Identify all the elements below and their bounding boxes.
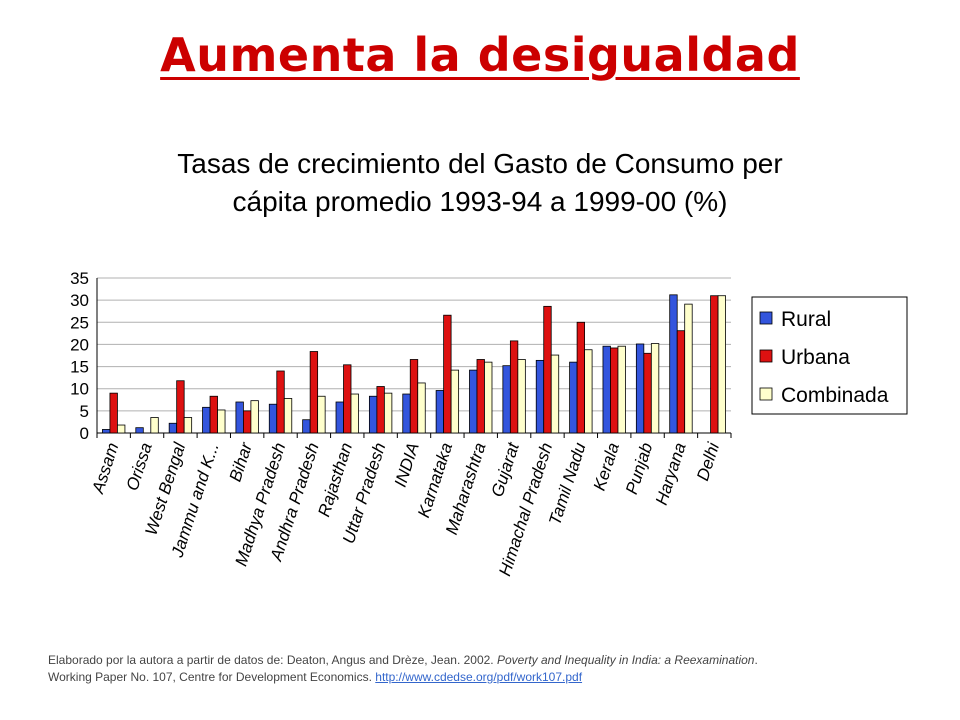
bar-urbana: [710, 295, 719, 434]
x-tick-label: Assam: [88, 440, 122, 496]
legend-swatch-combinada: [759, 387, 773, 401]
legend-swatch-urbana: [759, 349, 773, 363]
bar-rural: [302, 419, 311, 434]
bar-rural: [535, 359, 545, 434]
source-text-2: Working Paper No. 107, Centre for Develo…: [48, 670, 376, 684]
bar-combinada: [484, 361, 493, 434]
bar-urbana: [676, 330, 686, 434]
bar-combinada: [383, 392, 393, 434]
bar-rural: [368, 395, 378, 434]
bar-rural: [235, 401, 244, 434]
bar-rural: [102, 429, 111, 434]
y-tick-label: 25: [70, 313, 89, 332]
bar-combinada: [450, 369, 460, 434]
bar-urbana: [309, 351, 319, 434]
source-link[interactable]: http://www.cdedse.org/pdf/work107.pdf: [375, 670, 583, 684]
bar-rural: [635, 343, 645, 434]
x-tick-label: Orissa: [123, 440, 156, 493]
bar-rural: [469, 369, 478, 434]
bar-combinada: [617, 345, 626, 434]
bar-combinada: [117, 424, 126, 434]
chart-title-line-1: Tasas de crecimiento del Gasto de Consum…: [177, 148, 783, 179]
x-tick-label: Kerala: [590, 440, 623, 493]
legend-label-combinada: Combinada: [781, 384, 889, 407]
bar-combinada: [283, 398, 293, 434]
y-tick-label: 30: [70, 291, 89, 310]
legend-box: [751, 296, 908, 415]
source-title: Poverty and Inequality in India: a Reexa…: [496, 653, 755, 667]
slide-title: Aumenta la desigualdad: [160, 28, 800, 82]
x-tick-label: Punjab: [622, 440, 656, 496]
y-tick-label: 5: [80, 402, 89, 421]
y-tick-label: 10: [70, 380, 89, 399]
bar-combinada: [717, 295, 726, 434]
bar-combinada: [183, 417, 193, 434]
y-tick-label: 0: [80, 424, 89, 443]
bar-urbana: [276, 370, 285, 434]
source-text-1-end: .: [754, 653, 758, 667]
bar-combinada: [350, 393, 359, 434]
bar-rural: [602, 345, 611, 434]
y-tick-label: 15: [70, 358, 89, 377]
bar-combinada: [217, 409, 226, 434]
y-tick-label: 35: [70, 269, 89, 288]
bar-rural: [569, 361, 578, 434]
bar-combinada: [650, 343, 660, 434]
bar-rural: [402, 393, 411, 434]
bar-urbana: [176, 380, 185, 434]
bar-urbana: [409, 359, 419, 434]
bar-urbana: [509, 340, 519, 434]
x-tick-label: Delhi: [693, 439, 723, 483]
bar-combinada: [317, 395, 326, 434]
bar-urbana: [376, 386, 385, 434]
legend-swatch-rural: [759, 311, 773, 325]
x-tick-label: INDIA: [391, 440, 423, 489]
bar-urbana: [610, 347, 619, 434]
bar-rural: [135, 427, 144, 434]
bar-urbana: [343, 364, 352, 434]
legend-label-urbana: Urbana: [781, 346, 850, 369]
bar-combinada: [517, 359, 526, 434]
x-tick-label: Bihar: [226, 439, 257, 484]
bar-rural: [268, 403, 278, 434]
bar-urbana: [576, 321, 585, 434]
bar-combinada: [150, 417, 159, 434]
bar-urbana: [109, 392, 118, 434]
chart-title-line-2: cápita promedio 1993-94 a 1999-00 (%): [232, 186, 728, 217]
bar-urbana: [643, 352, 652, 434]
bar-combinada: [684, 303, 693, 434]
bar-rural: [502, 365, 511, 434]
source-note: Elaborado por la autora a partir de dato…: [48, 652, 938, 686]
bar-combinada: [417, 382, 426, 434]
bar-rural: [435, 390, 445, 434]
x-tick-label: Gujarat: [488, 439, 524, 499]
x-tick-label: Haryana: [652, 440, 690, 507]
bar-combinada: [550, 354, 560, 434]
y-tick-label: 20: [70, 335, 89, 354]
source-text-1: Elaborado por la autora a partir de dato…: [48, 653, 497, 667]
bar-urbana: [209, 395, 218, 434]
bar-rural: [168, 422, 178, 434]
bar-urbana: [476, 359, 485, 434]
bar-combinada: [250, 400, 259, 434]
bar-urbana: [543, 305, 552, 434]
legend-label-rural: Rural: [781, 308, 831, 331]
bar-combinada: [584, 349, 593, 434]
bar-urbana: [243, 410, 252, 434]
bar-rural: [202, 406, 211, 434]
bar-urbana: [443, 314, 452, 434]
bar-rural: [335, 401, 344, 434]
bar-rural: [669, 294, 678, 434]
